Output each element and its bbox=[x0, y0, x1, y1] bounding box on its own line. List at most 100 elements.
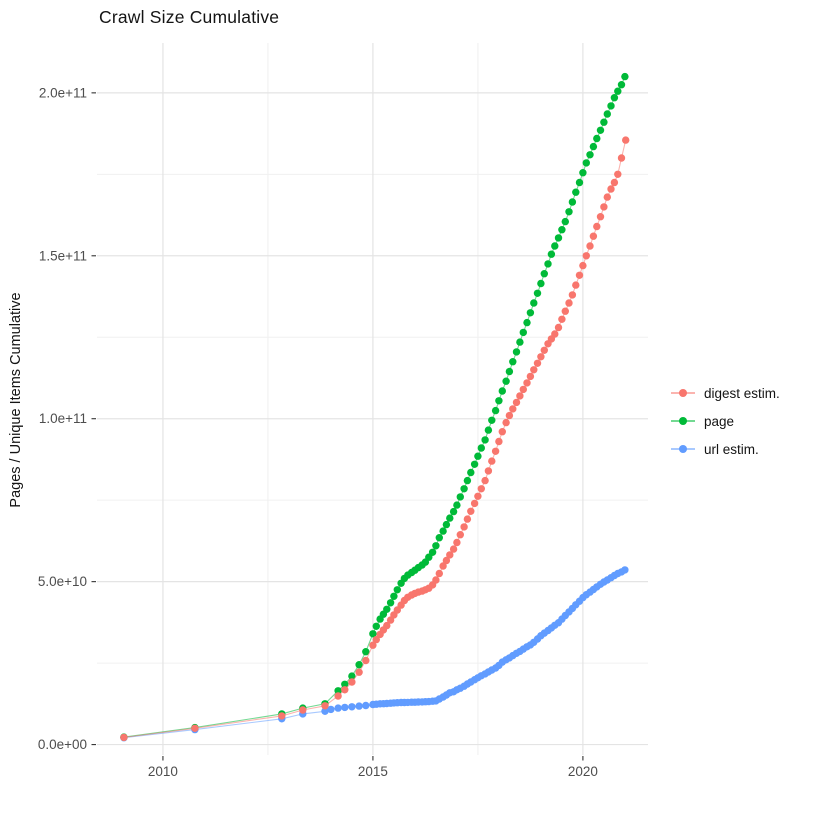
data-point-page bbox=[603, 110, 611, 118]
data-point-url-estim- bbox=[621, 566, 629, 574]
data-point-page bbox=[484, 426, 493, 434]
data-point-page bbox=[428, 548, 437, 556]
data-point-page bbox=[537, 279, 545, 288]
data-point-url-estim- bbox=[334, 704, 342, 712]
data-point-digest-estim- bbox=[372, 635, 380, 644]
data-point-page bbox=[582, 159, 590, 167]
data-point-digest-estim- bbox=[470, 499, 479, 508]
data-point-page bbox=[460, 485, 468, 493]
y-tick-label: 1.5e+11 bbox=[39, 248, 87, 263]
data-point-page bbox=[393, 586, 401, 594]
data-point-page bbox=[498, 387, 506, 395]
data-point-page bbox=[372, 622, 380, 630]
data-point-page bbox=[463, 476, 472, 485]
data-point-digest-estim- bbox=[551, 330, 559, 338]
data-point-digest-estim- bbox=[484, 467, 493, 475]
data-point-page bbox=[456, 493, 464, 501]
data-point-digest-estim- bbox=[565, 299, 573, 307]
x-tick-label: 2010 bbox=[148, 764, 178, 779]
data-point-page bbox=[589, 142, 598, 151]
data-point-digest-estim- bbox=[334, 692, 342, 700]
data-point-page bbox=[386, 599, 395, 607]
data-point-digest-estim- bbox=[498, 428, 506, 436]
y-tick-label: 1.0e+11 bbox=[39, 411, 87, 426]
data-point-page bbox=[509, 358, 517, 366]
data-point-page bbox=[610, 94, 619, 102]
data-point-page bbox=[383, 605, 391, 613]
data-point-digest-estim- bbox=[432, 576, 440, 584]
data-point-url-estim- bbox=[355, 702, 363, 710]
data-point-page bbox=[488, 416, 496, 424]
data-point-digest-estim- bbox=[593, 222, 601, 231]
data-point-page bbox=[533, 289, 542, 297]
data-point-url-estim- bbox=[341, 703, 349, 712]
data-point-digest-estim- bbox=[596, 213, 605, 221]
data-point-page bbox=[600, 118, 608, 126]
data-point-digest-estim- bbox=[561, 307, 569, 315]
data-point-digest-estim- bbox=[369, 641, 377, 649]
data-point-digest-estim- bbox=[439, 562, 447, 570]
data-point-page bbox=[547, 250, 556, 258]
data-point-digest-estim- bbox=[341, 686, 349, 694]
data-point-page bbox=[572, 188, 580, 196]
data-point-url-estim- bbox=[327, 705, 335, 714]
data-point-page bbox=[341, 680, 349, 688]
data-point-digest-estim- bbox=[582, 252, 590, 260]
data-point-digest-estim- bbox=[321, 702, 329, 710]
data-point-digest-estim- bbox=[589, 232, 598, 240]
data-point-digest-estim- bbox=[568, 291, 577, 299]
data-point-digest-estim- bbox=[575, 271, 584, 279]
legend-key-icon bbox=[671, 386, 695, 400]
data-point-page bbox=[439, 527, 447, 535]
data-point-page bbox=[369, 630, 377, 638]
data-point-digest-estim- bbox=[491, 447, 500, 455]
data-point-digest-estim- bbox=[516, 392, 524, 400]
data-point-page bbox=[614, 87, 622, 95]
data-point-digest-estim- bbox=[579, 261, 587, 270]
data-point-digest-estim- bbox=[603, 193, 611, 201]
data-point-page bbox=[575, 178, 584, 187]
data-point-page bbox=[481, 436, 489, 444]
data-point-page bbox=[502, 377, 510, 385]
data-point-page bbox=[526, 309, 535, 317]
data-point-page bbox=[516, 338, 524, 346]
data-point-digest-estim- bbox=[477, 485, 485, 493]
data-point-digest-estim- bbox=[435, 569, 443, 578]
data-point-digest-estim- bbox=[467, 507, 475, 515]
data-point-digest-estim- bbox=[607, 185, 615, 193]
data-point-digest-estim- bbox=[558, 315, 566, 323]
data-point-page bbox=[348, 672, 356, 680]
data-point-digest-estim- bbox=[481, 476, 489, 485]
data-point-page bbox=[442, 520, 451, 529]
data-point-digest-estim- bbox=[505, 411, 514, 420]
data-point-url-estim- bbox=[321, 707, 329, 715]
data-point-page bbox=[561, 217, 569, 226]
data-point-page bbox=[596, 126, 605, 134]
legend-item-digest-estim: digest estim. bbox=[671, 379, 780, 407]
legend-item-page: page bbox=[671, 407, 780, 435]
data-point-url-estim- bbox=[348, 703, 356, 711]
data-point-page bbox=[558, 226, 566, 234]
data-point-page bbox=[519, 328, 527, 337]
data-point-digest-estim- bbox=[586, 242, 594, 250]
data-point-digest-estim- bbox=[600, 203, 608, 211]
data-point-digest-estim- bbox=[453, 538, 461, 547]
data-point-digest-estim- bbox=[554, 323, 563, 332]
legend: digest estim. page url estim. bbox=[671, 379, 780, 463]
data-point-digest-estim- bbox=[540, 346, 548, 354]
data-point-digest-estim- bbox=[460, 523, 468, 531]
data-point-page bbox=[523, 318, 531, 327]
data-point-digest-estim- bbox=[610, 178, 619, 187]
data-point-page bbox=[432, 542, 440, 550]
data-point-digest-estim- bbox=[509, 405, 517, 413]
data-point-page bbox=[449, 507, 458, 516]
y-tick-label: 0.0e+00 bbox=[38, 737, 87, 752]
data-point-digest-estim- bbox=[617, 154, 626, 162]
data-point-page bbox=[607, 102, 615, 110]
data-point-digest-estim- bbox=[383, 621, 391, 630]
data-point-page bbox=[435, 534, 443, 542]
data-point-page bbox=[453, 501, 461, 509]
x-tick-label: 2020 bbox=[568, 764, 598, 779]
